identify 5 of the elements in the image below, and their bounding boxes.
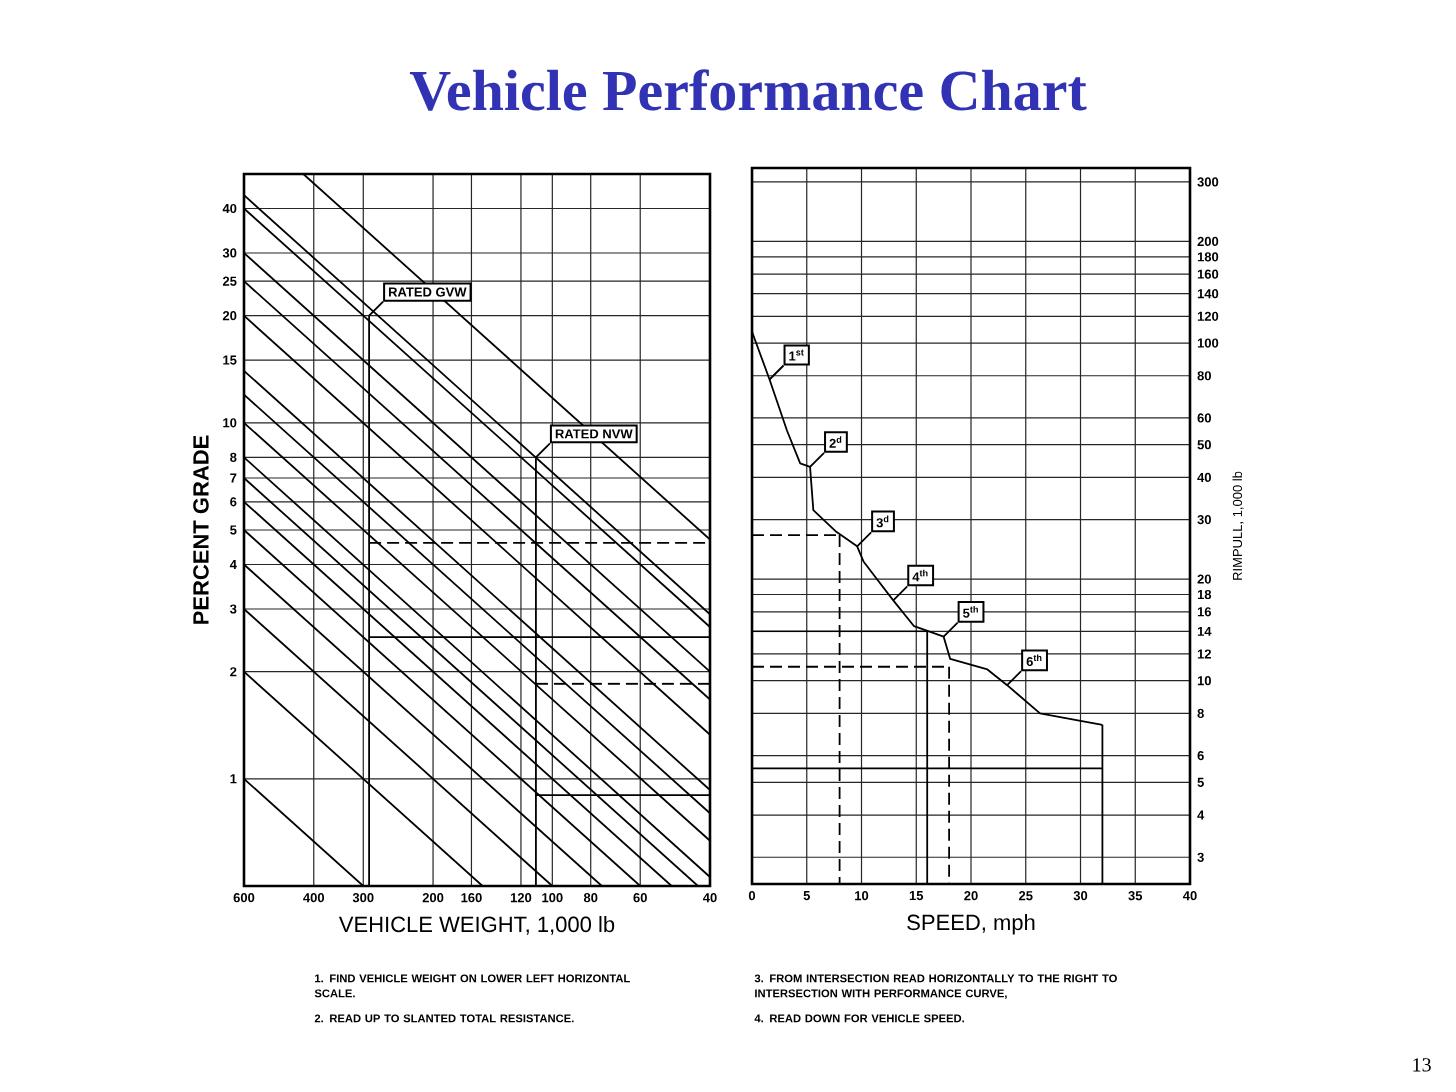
text: 13 xyxy=(1413,1058,1431,1072)
chart-title: Vehicle Performance Chart xyxy=(409,69,1087,111)
y-axis-title: PERCENT GRADE xyxy=(193,435,209,624)
x-axis-title: VEHICLE WEIGHT, 1,000 lb xyxy=(338,916,615,935)
x-axis-title: SPEED, mph xyxy=(907,914,1035,935)
